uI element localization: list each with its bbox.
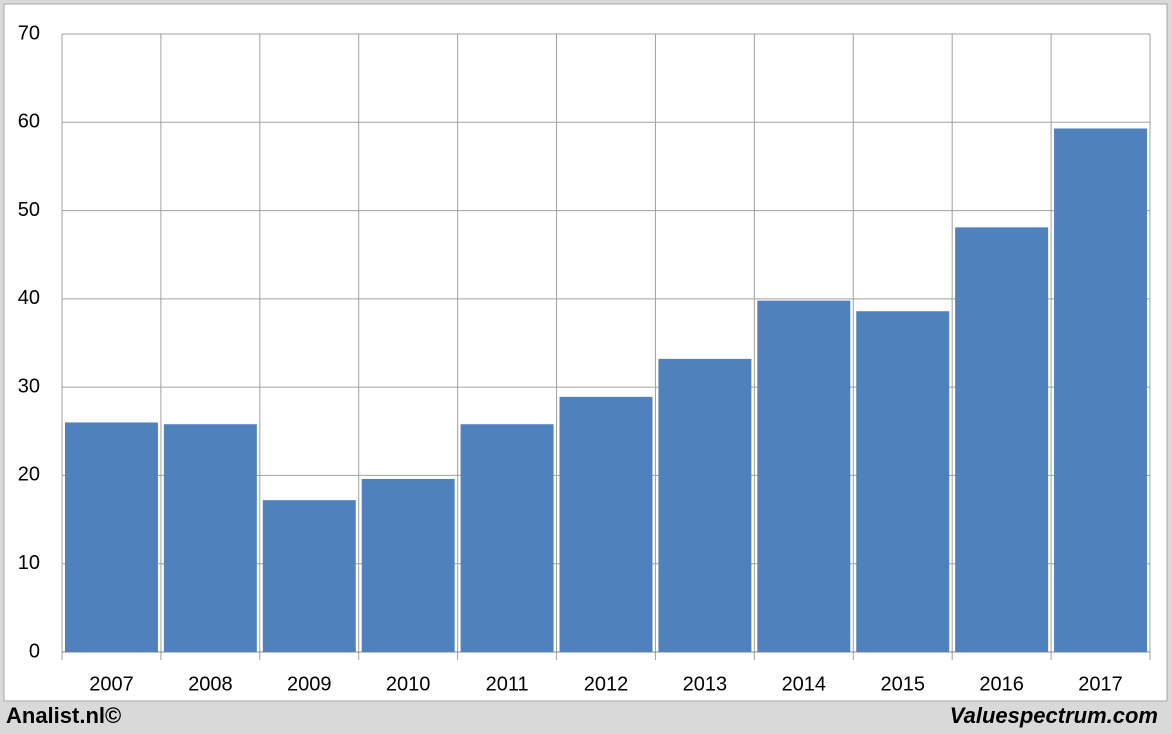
x-tick-label: 2011 — [486, 673, 529, 695]
bar — [64, 422, 158, 652]
x-tick-label: 2012 — [584, 673, 629, 695]
x-tick-label: 2008 — [188, 673, 233, 695]
bar — [658, 358, 752, 652]
x-tick-label: 2010 — [386, 673, 431, 695]
x-tick-label: 2007 — [89, 673, 134, 695]
bar — [757, 300, 851, 652]
bar — [460, 424, 554, 652]
bar — [559, 396, 653, 652]
y-tick-label: 60 — [18, 111, 40, 133]
y-tick-label: 20 — [18, 464, 40, 486]
bar — [1054, 128, 1148, 653]
bar — [955, 227, 1049, 653]
x-tick-label: 2009 — [287, 673, 332, 695]
bar — [262, 500, 356, 652]
x-tick-label: 2013 — [683, 673, 728, 695]
x-tick-label: 2017 — [1078, 673, 1123, 695]
x-tick-label: 2014 — [782, 673, 827, 695]
y-tick-label: 50 — [18, 199, 40, 221]
bar — [361, 478, 455, 652]
y-tick-label: 40 — [18, 287, 40, 309]
footer-left: Analist.nl© — [6, 703, 121, 728]
y-tick-label: 0 — [29, 640, 40, 662]
x-tick-label: 2015 — [880, 673, 925, 695]
y-tick-label: 30 — [18, 375, 40, 397]
y-tick-label: 70 — [18, 22, 40, 44]
bar — [856, 311, 950, 652]
y-tick-label: 10 — [18, 552, 40, 574]
footer-right: Valuespectrum.com — [950, 703, 1158, 728]
x-tick-label: 2016 — [979, 673, 1024, 695]
bar — [163, 424, 257, 652]
